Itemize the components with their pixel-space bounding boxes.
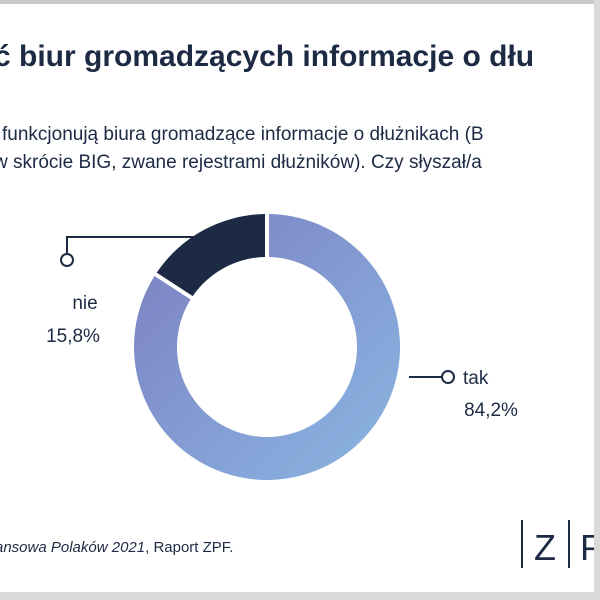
chart-title-text: ć biur gromadzących informacje o dłu (0, 40, 535, 73)
logo-letter-z: Z (534, 527, 556, 568)
survey-question: funkcjonują biura gromadzące informacje … (0, 121, 594, 179)
chart-title: ć biur gromadzących informacje o dłu (0, 40, 594, 84)
logo-letter-p: P (580, 527, 594, 568)
label-nie-category: nie (72, 293, 98, 314)
survey-question-line-1: funkcjonują biura gromadzące informacje … (2, 124, 484, 145)
zpf-logo-icon: Z P (521, 520, 594, 568)
label-tak-value: 84,2% (464, 400, 518, 421)
donut-chart (0, 200, 594, 500)
frame-top (0, 0, 600, 4)
frame-bottom (0, 592, 600, 600)
frame-right (594, 0, 600, 600)
slice-tak (133, 214, 401, 480)
survey-question-line-2: w skrócie BIG, zwane rejestrami dłużnikó… (0, 152, 482, 173)
leader-dot-tak (441, 370, 455, 384)
slice-nie (156, 214, 266, 297)
leader-line-nie (66, 236, 196, 254)
leader-dot-nie (60, 253, 74, 267)
source-italic: ansowa Polaków 2021 (0, 539, 146, 556)
label-tak-category: tak (463, 368, 489, 389)
source-rest: , Raport ZPF. (145, 539, 234, 556)
donut-chart-svg (60, 214, 455, 480)
label-nie-value: 15,8% (46, 326, 100, 347)
logo-bar-mid (568, 520, 570, 568)
source-note: ansowa Polaków 2021, Raport ZPF. (0, 539, 520, 563)
logo-bar-left (521, 520, 523, 568)
